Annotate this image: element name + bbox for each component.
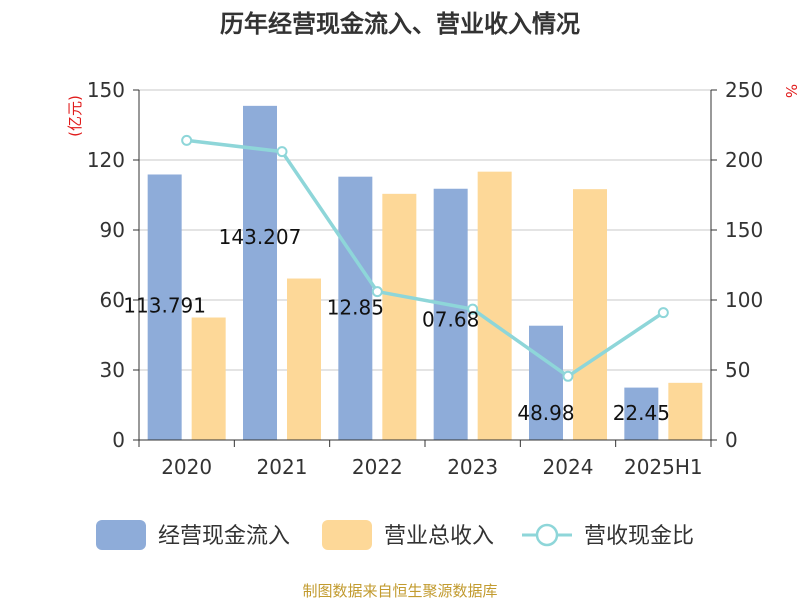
axes-group: 0 30 60 90 120 150 0 50 100 150 200 250 2020 2021 2022… <box>87 78 763 479</box>
bar-data-label: 48.98 <box>517 401 574 425</box>
bar-series-2 <box>477 171 512 440</box>
source-note: 制图数据来自恒生聚源数据库 <box>302 582 497 600</box>
bar-data-label: 22.45 <box>613 401 670 425</box>
line-series-group <box>181 134 669 382</box>
left-axis-tick-label: 30 <box>100 358 125 382</box>
line-point <box>657 307 669 319</box>
bar-series-1 <box>624 387 659 440</box>
left-axis-unit: (亿元) <box>66 95 84 137</box>
data-labels-group: 113.791 143.207 12.85 07.68 48.98 22.45 <box>123 225 670 425</box>
bar-series-2 <box>287 278 321 440</box>
legend: 经营现金流入 营业总收入 营收现金比 <box>96 520 694 550</box>
bar-series-2 <box>191 317 226 440</box>
left-axis-tick-label: 90 <box>100 218 125 242</box>
legend-marker <box>535 523 559 547</box>
bar-data-label: 113.791 <box>123 293 206 317</box>
bar-data-label: 07.68 <box>422 308 479 332</box>
x-axis-tick-label: 2024 <box>543 455 594 479</box>
line-point <box>562 370 574 382</box>
bar-series-1 <box>529 325 563 440</box>
bar-data-label: 143.207 <box>219 225 302 249</box>
x-axis-tick-label: 2023 <box>447 455 498 479</box>
left-axis-tick-label: 60 <box>100 288 125 312</box>
right-axis-tick-label: 250 <box>725 78 763 102</box>
bar-series-1 <box>243 105 277 440</box>
line-point <box>276 146 288 158</box>
bars-group <box>147 105 703 440</box>
left-axis-tick-label: 150 <box>87 78 125 102</box>
right-axis-unit: % <box>782 84 800 98</box>
x-axis-tick-label: 2022 <box>352 455 403 479</box>
legend-swatch-series-1 <box>96 520 146 550</box>
legend-label: 营业总收入 <box>384 524 494 549</box>
left-axis-tick-label: 120 <box>87 148 125 172</box>
right-axis-tick-label: 200 <box>725 148 763 172</box>
left-axis-tick-label: 0 <box>112 428 125 452</box>
bar-series-2 <box>573 189 607 440</box>
x-axis-tick-label: 2025H1 <box>624 455 703 479</box>
bar-series-2 <box>668 382 703 440</box>
x-axis-tick-label: 2020 <box>161 455 212 479</box>
chart-title: 历年经营现金流入、营业收入情况 <box>220 10 580 38</box>
right-axis-tick-label: 150 <box>725 218 763 242</box>
legend-label: 营收现金比 <box>584 524 694 549</box>
bar-series-1 <box>147 174 182 440</box>
line-point <box>371 286 383 298</box>
bar-series-1 <box>433 188 468 440</box>
x-axis-tick-label: 2021 <box>257 455 308 479</box>
line-point <box>181 134 193 146</box>
bar-series-1 <box>338 176 373 440</box>
right-axis-tick-label: 50 <box>725 358 750 382</box>
bar-data-label: 12.85 <box>327 296 384 320</box>
line-series-path <box>186 138 665 379</box>
legend-label: 经营现金流入 <box>158 524 290 549</box>
right-axis-tick-label: 100 <box>725 288 763 312</box>
legend-swatch-series-2 <box>322 520 372 550</box>
right-axis-tick-label: 0 <box>725 428 738 452</box>
bar-series-2 <box>382 193 417 440</box>
line-point <box>467 303 479 315</box>
gridlines <box>139 89 711 371</box>
